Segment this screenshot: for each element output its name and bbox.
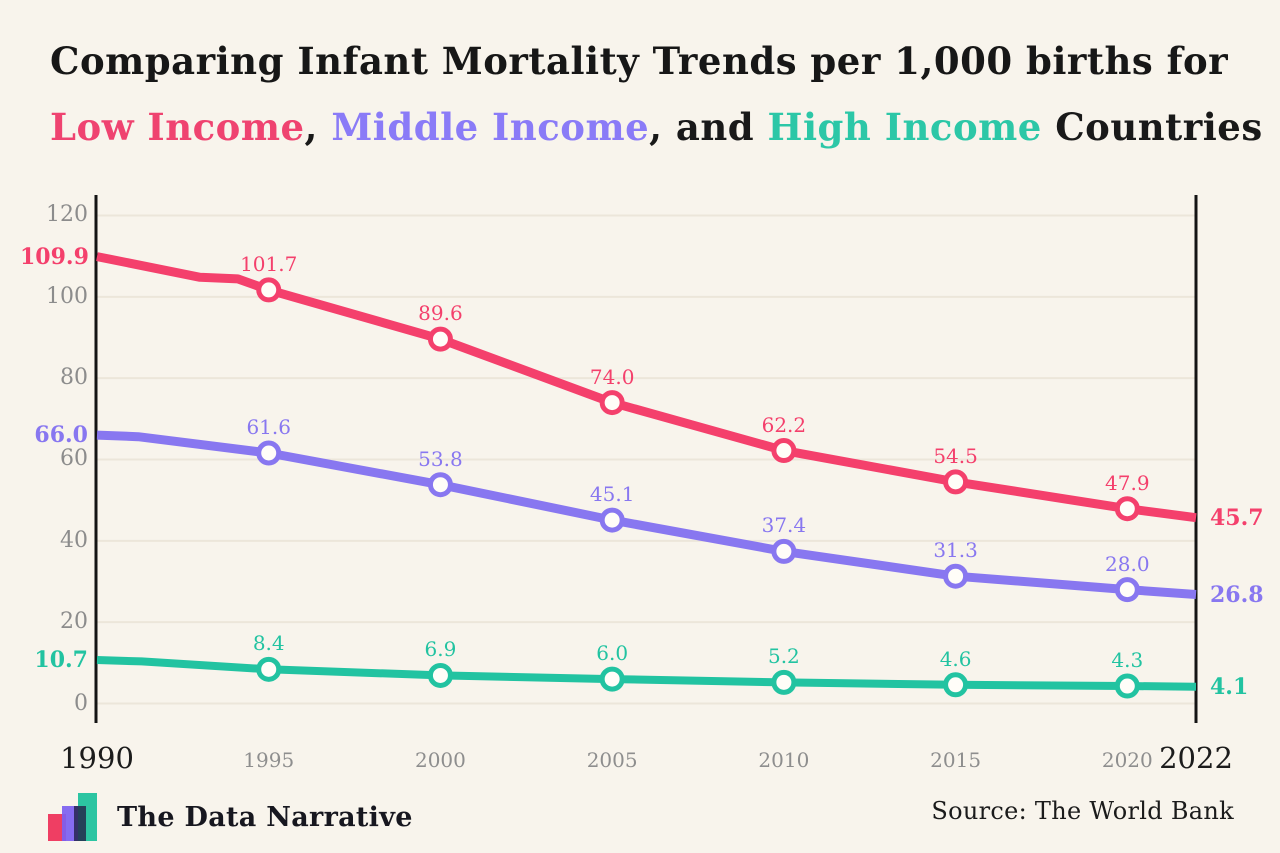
point-label-high-income-2015: 4.6 (939, 646, 972, 671)
marker-high-income-1995 (256, 656, 282, 682)
title-line-2: Low Income, Middle Income, and High Inco… (50, 94, 1262, 160)
point-label-middle-income-2010: 37.4 (761, 513, 807, 538)
series-end-label-low-income: 45.7 (1210, 504, 1264, 531)
title-segment-3: , and (649, 105, 768, 149)
marker-middle-income-2020 (1114, 577, 1140, 603)
marker-high-income-2015 (943, 672, 969, 698)
xtick-2022: 2022 (1159, 741, 1233, 775)
ytick-40: 40 (60, 527, 88, 553)
source-note: Source: The World Bank (931, 797, 1234, 825)
ytick-120: 120 (46, 202, 88, 228)
ytick-80: 80 (60, 365, 88, 391)
point-label-low-income-2010: 62.2 (761, 412, 807, 437)
marker-low-income-2015 (943, 469, 969, 495)
point-label-low-income-2005: 74.0 (589, 364, 635, 389)
point-label-low-income-2020: 47.9 (1105, 470, 1150, 495)
point-label-low-income-2015: 54.5 (933, 443, 978, 468)
marker-middle-income-2015 (943, 563, 969, 589)
logo-bar-navy (74, 806, 86, 841)
marker-middle-income-2000 (427, 472, 453, 498)
point-label-middle-income-2005: 45.1 (589, 482, 635, 507)
xtick-2000: 2000 (414, 748, 466, 772)
marker-low-income-1995 (256, 277, 282, 303)
xtick-1995: 1995 (243, 748, 295, 772)
xtick-2005: 2005 (586, 748, 638, 772)
marker-middle-income-2010 (771, 538, 797, 564)
title-segment-2: Middle Income (331, 105, 650, 149)
point-label-high-income-1995: 8.4 (252, 631, 285, 656)
point-label-middle-income-1995: 61.6 (246, 414, 291, 439)
title-segment-5: Countries (1041, 105, 1263, 149)
title-segment-1: , (304, 105, 332, 149)
ytick-20: 20 (60, 609, 88, 635)
point-label-low-income-1995: 101.7 (240, 251, 298, 276)
xtick-2010: 2010 (758, 748, 810, 772)
title-segment-0: Low Income (50, 105, 305, 149)
ytick-100: 100 (46, 283, 88, 309)
point-label-high-income-2010: 5.2 (767, 644, 800, 669)
bar-chart-logo-icon (48, 793, 97, 841)
ytick-60: 60 (60, 446, 88, 472)
marker-middle-income-2005 (599, 507, 625, 533)
marker-high-income-2005 (599, 666, 625, 692)
ytick-0: 0 (74, 690, 88, 716)
series-start-label-high-income: 10.7 (34, 646, 88, 673)
series-start-label-low-income: 109.9 (20, 243, 89, 270)
point-label-high-income-2020: 4.3 (1111, 648, 1144, 672)
brand-name: The Data Narrative (117, 801, 413, 833)
logo-bar-pink (48, 814, 66, 841)
title-line-1: Comparing Infant Mortality Trends per 1,… (50, 39, 1229, 83)
series-line-low-income (96, 252, 1197, 523)
point-label-middle-income-2020: 28.0 (1105, 551, 1150, 576)
marker-high-income-2010 (771, 669, 797, 695)
marker-low-income-2000 (427, 326, 453, 352)
marker-high-income-2000 (427, 662, 453, 688)
point-label-middle-income-2000: 53.8 (418, 446, 463, 471)
point-label-high-income-2000: 6.9 (424, 637, 457, 662)
marker-high-income-2020 (1114, 673, 1140, 699)
series-end-label-high-income: 4.1 (1210, 673, 1249, 700)
point-label-middle-income-2015: 31.3 (933, 538, 978, 563)
chart-title-block: Comparing Infant Mortality Trends per 1,… (50, 28, 1262, 160)
marker-low-income-2010 (771, 438, 797, 464)
marker-low-income-2020 (1114, 496, 1140, 522)
xtick-2015: 2015 (930, 748, 982, 772)
title-segment-4: High Income (767, 105, 1042, 149)
xtick-2020: 2020 (1101, 748, 1153, 772)
marker-middle-income-1995 (256, 440, 282, 466)
brand: The Data Narrative (48, 793, 413, 841)
series-start-label-middle-income: 66.0 (34, 422, 88, 449)
series-end-label-middle-income: 26.8 (1210, 581, 1264, 608)
xtick-1990: 1990 (60, 741, 134, 775)
point-label-high-income-2005: 6.0 (596, 641, 629, 666)
point-label-low-income-2000: 89.6 (418, 301, 463, 326)
marker-low-income-2005 (599, 390, 625, 416)
